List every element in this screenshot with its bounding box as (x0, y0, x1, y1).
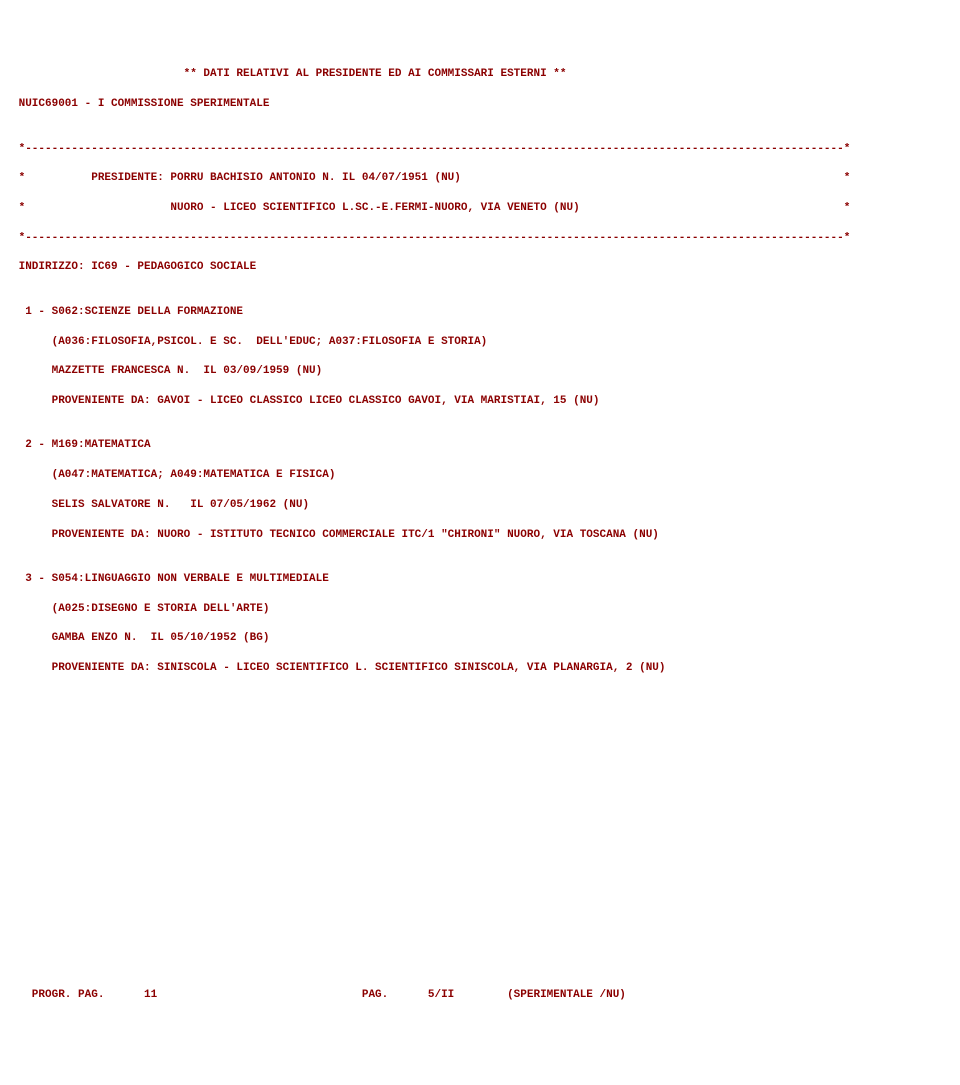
president-line-2: * NUORO - LICEO SCIENTIFICO L.SC.-E.FERM… (12, 201, 948, 216)
subject-3-provenance: PROVENIENTE DA: SINISCOLA - LICEO SCIENT… (12, 661, 948, 676)
subject-2-detail: (A047:MATEMATICA; A049:MATEMATICA E FISI… (12, 468, 948, 483)
box-border-top: *---------------------------------------… (12, 142, 948, 157)
header-title: ** DATI RELATIVI AL PRESIDENTE ED AI COM… (12, 67, 948, 82)
subject-2-header: 2 - M169:MATEMATICA (12, 438, 948, 453)
subject-3-detail: (A025:DISEGNO E STORIA DELL'ARTE) (12, 602, 948, 617)
subject-3-header: 3 - S054:LINGUAGGIO NON VERBALE E MULTIM… (12, 572, 948, 587)
subject-1-header: 1 - S062:SCIENZE DELLA FORMAZIONE (12, 305, 948, 320)
subject-3-name: GAMBA ENZO N. IL 05/10/1952 (BG) (12, 631, 948, 646)
subject-2-provenance: PROVENIENTE DA: NUORO - ISTITUTO TECNICO… (12, 528, 948, 543)
box-border-bottom: *---------------------------------------… (12, 231, 948, 246)
subject-1-provenance: PROVENIENTE DA: GAVOI - LICEO CLASSICO L… (12, 394, 948, 409)
commission-code: NUIC69001 - I COMMISSIONE SPERIMENTALE (12, 97, 948, 112)
subject-1-name: MAZZETTE FRANCESCA N. IL 03/09/1959 (NU) (12, 364, 948, 379)
footer: PROGR. PAG. 11 PAG. 5/II (SPERIMENTALE /… (12, 988, 948, 1003)
subject-1-detail: (A036:FILOSOFIA,PSICOL. E SC. DELL'EDUC;… (12, 335, 948, 350)
indirizzo: INDIRIZZO: IC69 - PEDAGOGICO SOCIALE (12, 260, 948, 275)
subject-2-name: SELIS SALVATORE N. IL 07/05/1962 (NU) (12, 498, 948, 513)
president-line-1: * PRESIDENTE: PORRU BACHISIO ANTONIO N. … (12, 171, 948, 186)
